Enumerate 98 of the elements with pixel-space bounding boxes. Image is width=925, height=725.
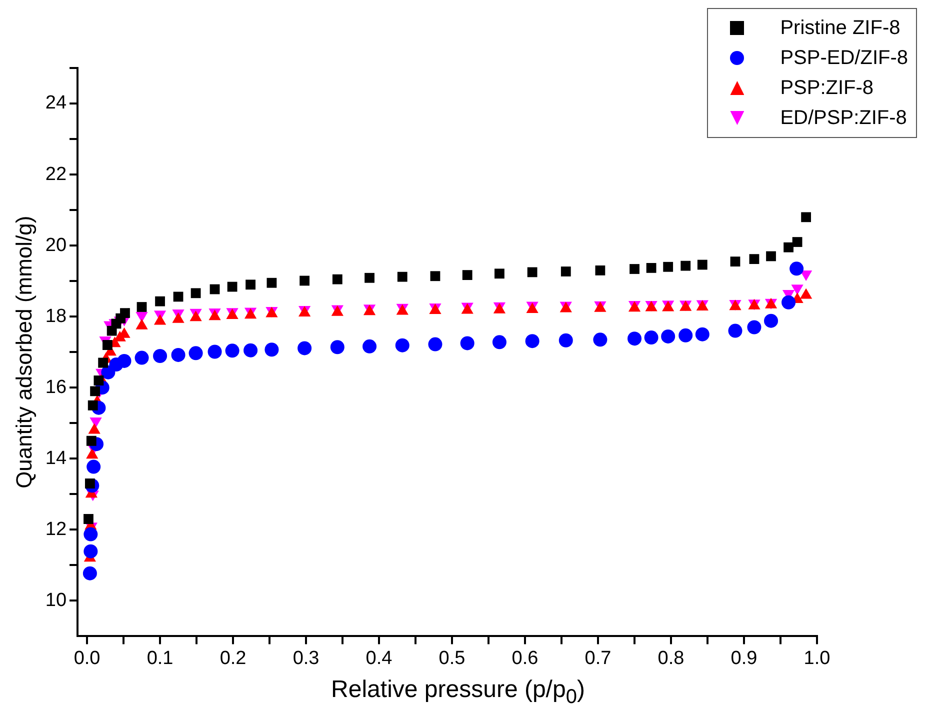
point <box>88 423 100 434</box>
point <box>134 350 149 365</box>
point <box>225 344 240 358</box>
point <box>678 328 693 342</box>
point <box>790 262 804 276</box>
point <box>120 308 130 318</box>
point <box>102 340 112 350</box>
point <box>171 348 186 362</box>
point <box>86 460 101 474</box>
point <box>227 282 238 292</box>
legend-label: ED/PSP:ZIF-8 <box>780 106 907 130</box>
point <box>661 329 676 344</box>
point <box>766 251 776 262</box>
point <box>747 320 762 334</box>
x-tick-label: 0.7 <box>584 648 612 669</box>
point <box>764 314 778 328</box>
point <box>430 271 440 282</box>
point <box>646 262 656 273</box>
point <box>749 254 760 264</box>
x-tick-label: 1.0 <box>804 648 830 669</box>
point <box>782 295 796 310</box>
point <box>784 242 794 252</box>
point <box>84 527 98 542</box>
point <box>88 400 98 410</box>
x-tick-label: 0.5 <box>438 648 466 669</box>
point <box>94 376 104 386</box>
point <box>86 448 98 459</box>
y-tick-label: 14 <box>45 448 67 469</box>
point <box>154 314 166 325</box>
y-tick-label: 18 <box>45 306 67 327</box>
point <box>362 339 377 354</box>
point <box>84 544 98 558</box>
x-tick-label: 0.1 <box>146 648 174 669</box>
x-tick-label: 0.2 <box>220 648 246 669</box>
x-tick-label: 0.9 <box>730 648 758 669</box>
point <box>630 264 640 274</box>
point <box>246 280 256 290</box>
x-tick-label: 0.0 <box>74 648 100 669</box>
point <box>680 260 691 271</box>
x-tick-label: 0.6 <box>512 648 538 669</box>
x-tick-label: 0.3 <box>292 648 320 669</box>
point <box>364 272 374 283</box>
point <box>208 344 222 359</box>
point <box>697 260 708 270</box>
point <box>595 265 606 276</box>
legend-label: Pristine ZIF-8 <box>780 16 900 40</box>
point <box>801 212 811 222</box>
point <box>84 514 94 524</box>
point <box>628 332 642 346</box>
legend-label: PSP:ZIF-8 <box>780 76 874 100</box>
point <box>460 336 474 350</box>
point <box>82 566 97 580</box>
point <box>300 276 310 286</box>
point <box>332 274 342 284</box>
point <box>695 327 710 342</box>
x-tick-label: 0.8 <box>658 648 684 669</box>
y-tick-label: 10 <box>45 590 67 611</box>
point <box>462 270 472 280</box>
point <box>663 262 674 272</box>
point <box>155 296 165 306</box>
point <box>525 334 540 348</box>
legend-label: PSP-ED/ZIF-8 <box>780 46 908 70</box>
point <box>190 288 201 298</box>
y-tick-label: 22 <box>45 164 67 185</box>
point <box>117 354 132 368</box>
point <box>494 268 504 279</box>
y-tick-label: 12 <box>45 518 67 540</box>
point <box>560 266 571 276</box>
point <box>90 386 100 396</box>
point <box>153 349 168 364</box>
point <box>730 256 740 266</box>
point <box>266 278 277 288</box>
point <box>210 284 220 294</box>
point <box>728 324 742 338</box>
point <box>644 330 658 345</box>
point <box>188 346 203 360</box>
point <box>492 335 506 350</box>
y-axis-title: Quantity adsorbed (mmol/g) <box>11 216 36 488</box>
y-tick-label: 16 <box>45 376 67 398</box>
x-axis-title: Relative pressure (p/p$_{0}$) <box>330 676 586 709</box>
point <box>173 292 184 302</box>
point <box>136 302 147 312</box>
point <box>330 340 344 354</box>
point <box>593 332 608 347</box>
point <box>527 267 538 278</box>
point <box>395 338 410 352</box>
point <box>264 342 279 357</box>
point <box>98 358 108 368</box>
point <box>397 272 408 282</box>
y-tick-label: 20 <box>45 234 67 256</box>
point <box>86 436 96 446</box>
point <box>428 337 442 352</box>
point <box>298 341 312 356</box>
point <box>558 333 573 348</box>
x-tick-label: 0.4 <box>366 648 393 669</box>
y-tick-label: 24 <box>45 92 67 114</box>
point <box>792 237 802 247</box>
point <box>244 343 258 358</box>
